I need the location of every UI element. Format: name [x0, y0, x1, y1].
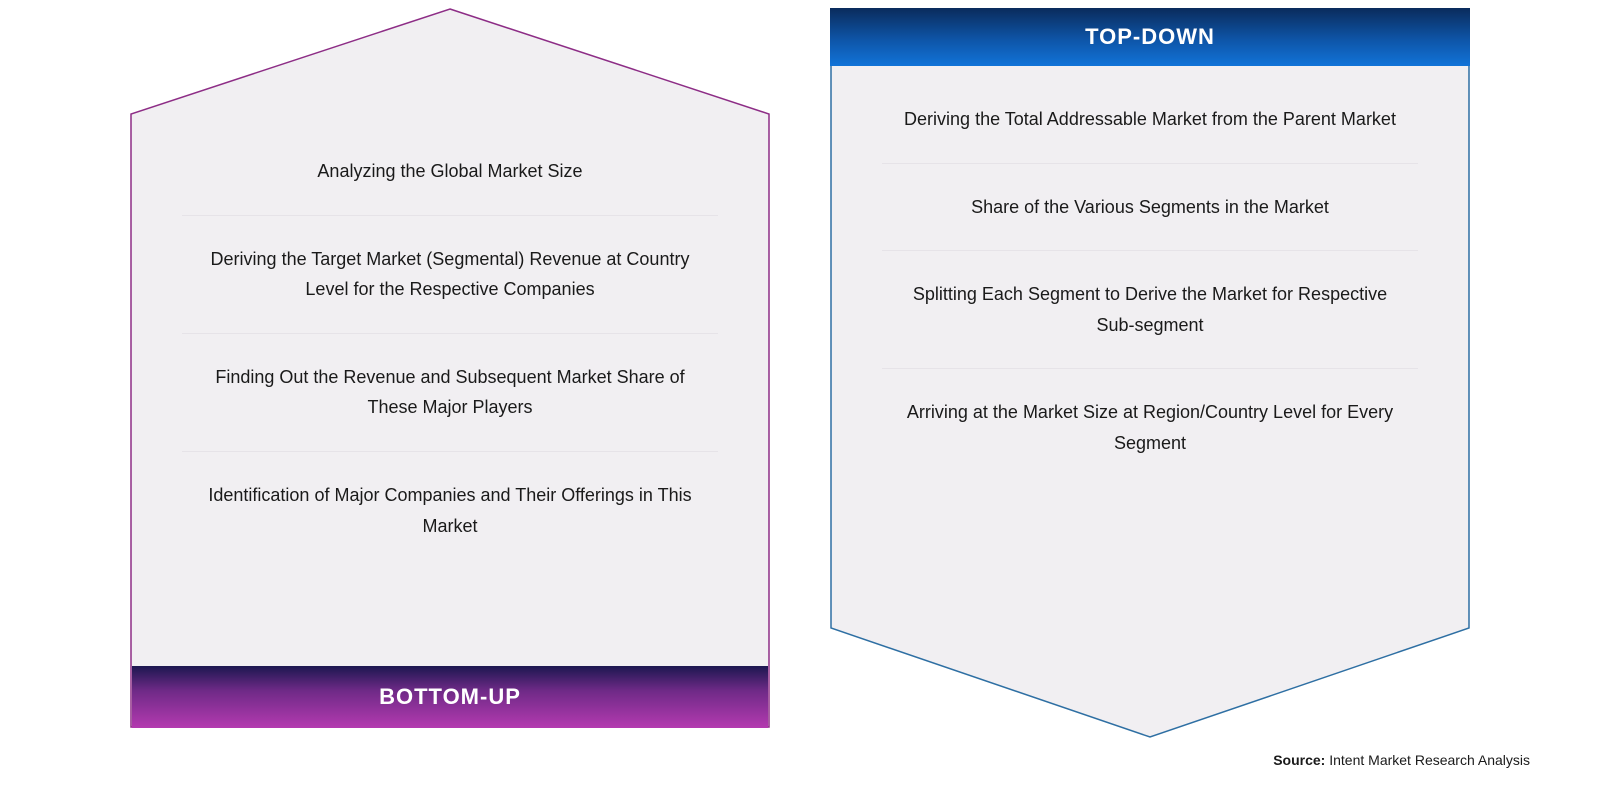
top-down-item: Splitting Each Segment to Derive the Mar… [882, 250, 1418, 368]
bottom-up-item: Analyzing the Global Market Size [182, 128, 718, 215]
top-down-item: Share of the Various Segments in the Mar… [882, 163, 1418, 251]
bottom-up-title-banner: BOTTOM-UP [132, 666, 768, 728]
bottom-up-item: Deriving the Target Market (Segmental) R… [182, 215, 718, 333]
top-down-title-banner: TOP-DOWN [830, 8, 1470, 66]
source-label: Source: [1273, 752, 1329, 768]
bottom-up-item: Finding Out the Revenue and Subsequent M… [182, 333, 718, 451]
diagram-container: Analyzing the Global Market Size Derivin… [0, 0, 1600, 738]
top-down-list: Deriving the Total Addressable Market fr… [832, 66, 1468, 487]
top-down-panel: TOP-DOWN Deriving the Total Addressable … [830, 8, 1470, 738]
top-down-item: Arriving at the Market Size at Region/Co… [882, 368, 1418, 486]
bottom-up-list: Analyzing the Global Market Size Derivin… [132, 118, 768, 569]
source-text: Intent Market Research Analysis [1329, 752, 1530, 768]
bottom-up-item: Identification of Major Companies and Th… [182, 451, 718, 569]
top-down-item: Deriving the Total Addressable Market fr… [882, 76, 1418, 163]
bottom-up-panel: Analyzing the Global Market Size Derivin… [130, 8, 770, 738]
source-attribution: Source: Intent Market Research Analysis [1273, 752, 1530, 768]
